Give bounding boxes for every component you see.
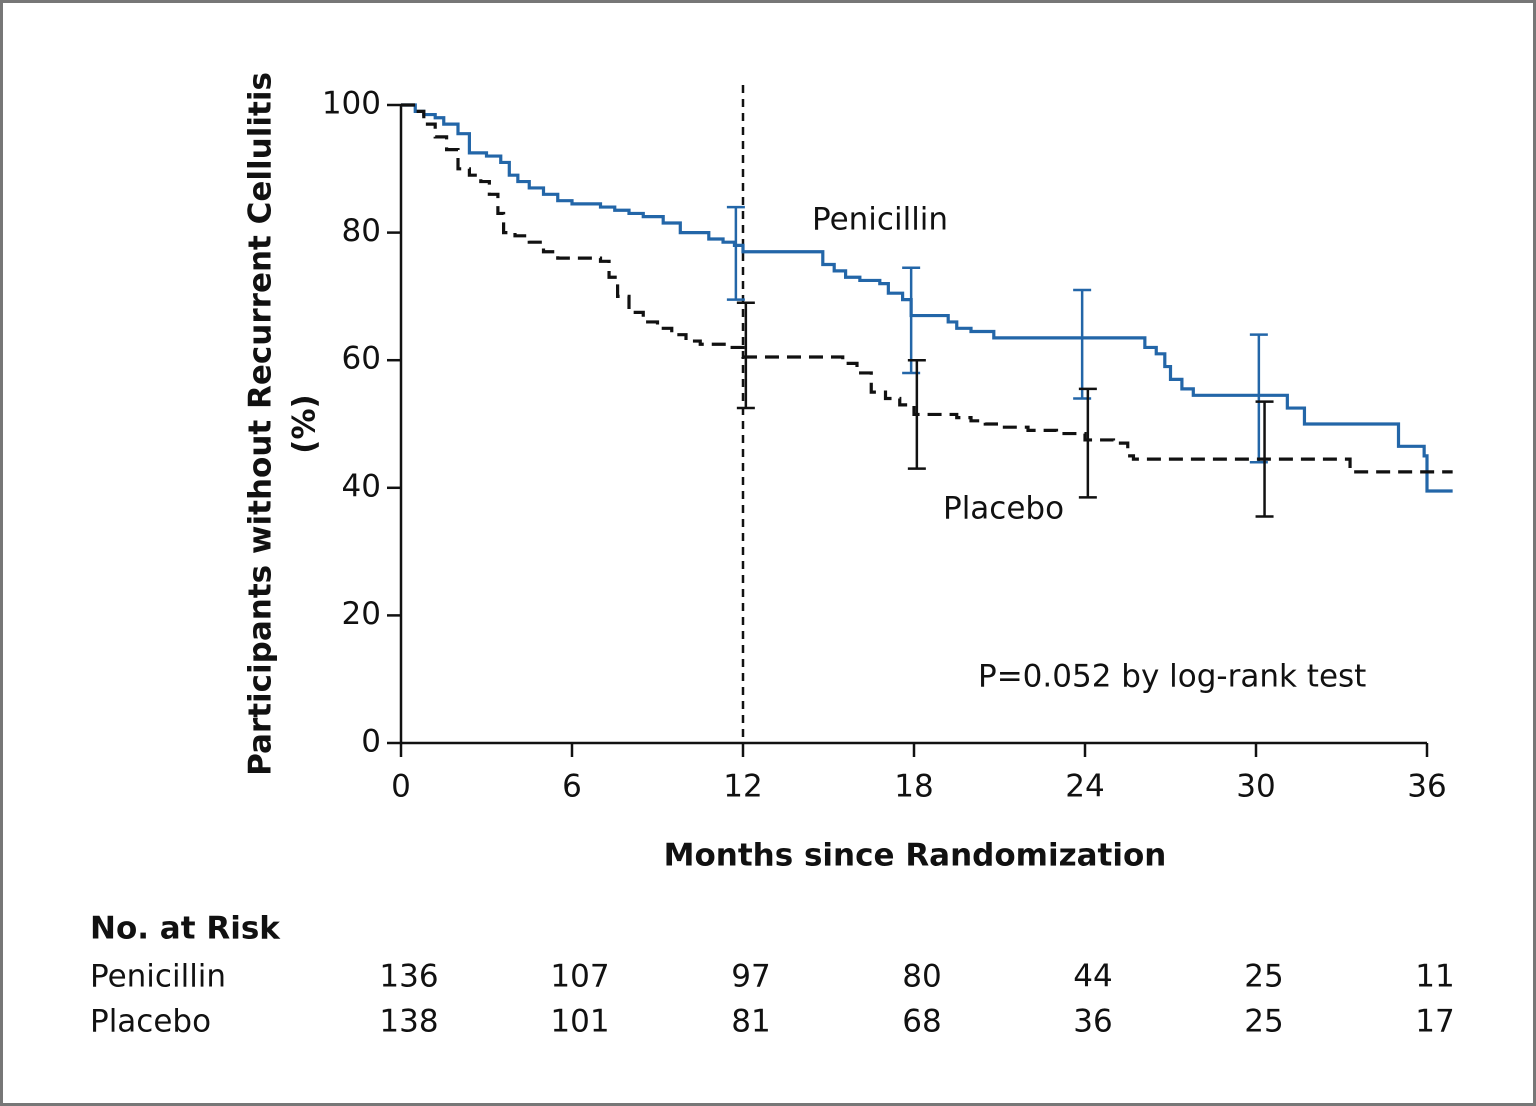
series-label: Penicillin — [812, 202, 948, 238]
y-tick-label: 100 — [322, 86, 381, 122]
y-tick-label: 40 — [342, 468, 381, 504]
x-tick-label: 18 — [894, 769, 933, 805]
risk-value: 25 — [1244, 1004, 1283, 1040]
risk-value: 81 — [731, 1004, 770, 1040]
risk-row-label: Placebo — [90, 1004, 211, 1040]
y-axis-label-line: (%) — [287, 394, 323, 453]
risk-value: 17 — [1415, 1004, 1454, 1040]
risk-value: 36 — [1073, 1004, 1112, 1040]
y-tick-label: 60 — [342, 341, 381, 377]
x-tick-label: 12 — [723, 769, 762, 805]
x-tick-label: 6 — [562, 769, 582, 805]
x-tick-label: 0 — [391, 769, 411, 805]
annotation: P=0.052 by log-rank test — [978, 659, 1366, 695]
risk-value: 97 — [731, 959, 770, 995]
risk-value: 101 — [550, 1004, 609, 1040]
y-axis-label-line: Participants without Recurrent Celluliti… — [243, 72, 279, 776]
risk-value: 138 — [379, 1004, 438, 1040]
risk-value: 107 — [550, 959, 609, 995]
x-tick-label: 30 — [1236, 769, 1275, 805]
y-tick-label: 0 — [361, 724, 381, 760]
survival-curve — [401, 103, 1453, 493]
risk-value: 68 — [902, 1004, 941, 1040]
risk-row-label: Penicillin — [90, 959, 226, 995]
x-tick-label: 36 — [1407, 769, 1446, 805]
survival-curve — [401, 103, 1453, 474]
risk-value: 11 — [1415, 959, 1454, 995]
y-tick-label: 80 — [342, 213, 381, 249]
series-label: Placebo — [943, 491, 1064, 527]
y-tick-label: 20 — [342, 596, 381, 632]
risk-value: 136 — [379, 959, 438, 995]
x-axis-label: Months since Randomization — [664, 838, 1167, 874]
risk-value: 44 — [1073, 959, 1112, 995]
risk-value: 80 — [902, 959, 941, 995]
x-tick-label: 24 — [1065, 769, 1104, 805]
y-axis-label: Participants without Recurrent Celluliti… — [243, 72, 323, 776]
risk-value: 25 — [1244, 959, 1283, 995]
risk-table-title: No. at Risk — [90, 911, 281, 947]
